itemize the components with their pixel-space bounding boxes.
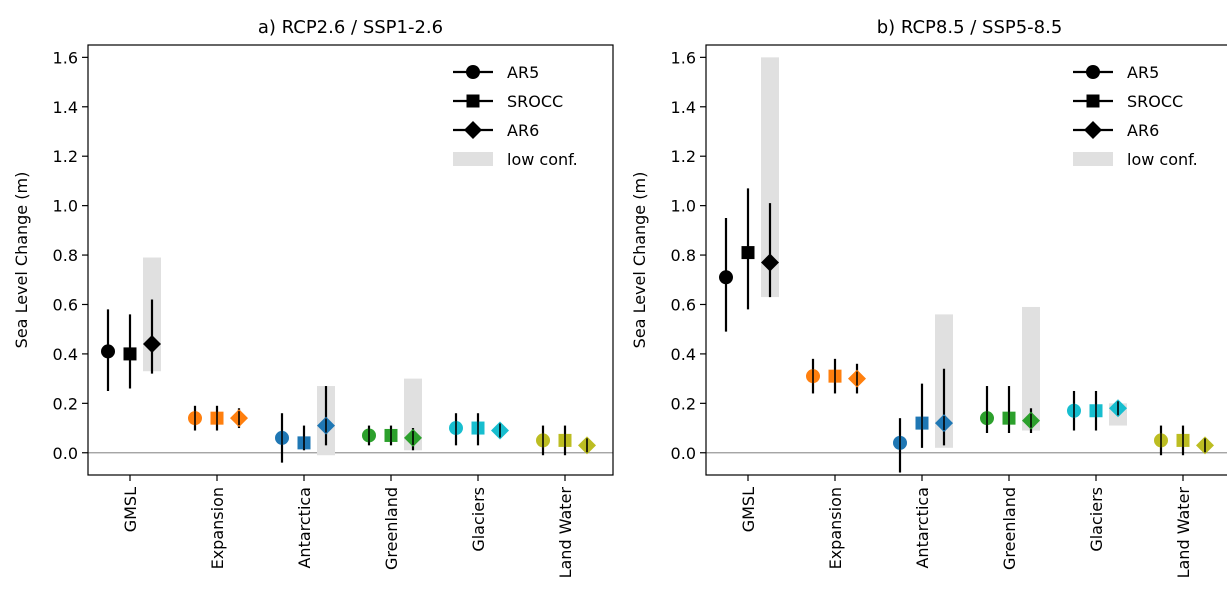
legend-label: AR5 bbox=[1127, 63, 1159, 82]
legend-label: AR5 bbox=[507, 63, 539, 82]
y-tick-label: 0.8 bbox=[53, 246, 78, 265]
plot-frame bbox=[87, 44, 614, 476]
legend-label: SROCC bbox=[1127, 92, 1183, 111]
legend-marker-diamond bbox=[1084, 121, 1102, 139]
x-tick-label-greenland: Greenland bbox=[382, 487, 401, 570]
chart-title: a) RCP2.6 / SSP1-2.6 bbox=[258, 17, 443, 38]
legend-entry-ar6: AR6 bbox=[1073, 121, 1159, 140]
y-tick-label: 1.0 bbox=[671, 197, 696, 216]
x-tick-label-antarctica: Antarctica bbox=[295, 487, 314, 569]
y-tick-label: 1.6 bbox=[53, 48, 78, 67]
legend-entry-low-conf-: low conf. bbox=[453, 150, 578, 169]
legend-marker-circle bbox=[1086, 65, 1100, 79]
legend-entry-ar5: AR5 bbox=[1073, 63, 1159, 82]
x-tick-label-expansion: Expansion bbox=[826, 487, 845, 569]
y-axis-label: Sea Level Change (m) bbox=[12, 172, 31, 349]
y-tick-label: 1.0 bbox=[53, 197, 78, 216]
y-tick-label: 1.6 bbox=[671, 48, 696, 67]
x-tick-label-glaciers: Glaciers bbox=[469, 487, 488, 552]
legend-label: AR6 bbox=[507, 121, 539, 140]
low-confidence-bar-greenland bbox=[404, 378, 422, 451]
legend-entry-srocc: SROCC bbox=[1073, 92, 1183, 111]
x-tick-label-land-water: Land Water bbox=[556, 487, 575, 579]
legend: AR5 SROCC AR6 low conf. bbox=[1073, 63, 1198, 169]
y-tick-label: 0.6 bbox=[53, 295, 78, 314]
y-tick-label: 1.2 bbox=[671, 147, 696, 166]
x-tick-label-glaciers: Glaciers bbox=[1087, 487, 1106, 552]
y-tick-label: 0.2 bbox=[671, 394, 696, 413]
x-tick-label-gmsl: GMSL bbox=[121, 487, 140, 532]
legend-label: low conf. bbox=[1127, 150, 1198, 169]
x-tick-label-greenland: Greenland bbox=[1000, 487, 1019, 570]
y-tick-label: 0.2 bbox=[53, 394, 78, 413]
y-tick-label: 1.4 bbox=[671, 98, 696, 117]
y-tick-label: 1.4 bbox=[53, 98, 78, 117]
legend-label: low conf. bbox=[507, 150, 578, 169]
low-confidence-bar-gmsl bbox=[761, 57, 779, 298]
x-tick-label-gmsl: GMSL bbox=[739, 487, 758, 532]
x-tick-label-antarctica: Antarctica bbox=[913, 487, 932, 569]
legend-patch bbox=[453, 152, 493, 166]
low-confidence-bar-greenland bbox=[1022, 306, 1040, 431]
legend-label: AR6 bbox=[1127, 121, 1159, 140]
legend-entry-low-conf-: low conf. bbox=[1073, 150, 1198, 169]
chart-panel-b: b) RCP8.5 / SSP5-8.5 Sea Level Change (m)… bbox=[630, 17, 1227, 578]
x-tick-label-expansion: Expansion bbox=[208, 487, 227, 569]
chart-title: b) RCP8.5 / SSP5-8.5 bbox=[877, 17, 1063, 38]
y-tick-label: 0.8 bbox=[671, 246, 696, 265]
legend-patch bbox=[1073, 152, 1113, 166]
y-tick-label: 0.4 bbox=[53, 345, 78, 364]
legend-entry-ar6: AR6 bbox=[453, 121, 539, 140]
x-tick-label-land-water: Land Water bbox=[1174, 487, 1193, 579]
y-tick-label: 0.4 bbox=[671, 345, 696, 364]
y-axis-label: Sea Level Change (m) bbox=[630, 172, 649, 349]
legend-marker-diamond bbox=[464, 121, 482, 139]
y-tick-label: 0.6 bbox=[671, 295, 696, 314]
y-tick-label: 0.0 bbox=[53, 444, 78, 463]
plot-frame bbox=[705, 44, 1227, 476]
legend-entry-srocc: SROCC bbox=[453, 92, 563, 111]
legend-entry-ar5: AR5 bbox=[453, 63, 539, 82]
y-tick-label: 1.2 bbox=[53, 147, 78, 166]
legend-label: SROCC bbox=[507, 92, 563, 111]
y-tick-label: 0.0 bbox=[671, 444, 696, 463]
legend-marker-square bbox=[1086, 94, 1100, 108]
chart-panel-a: a) RCP2.6 / SSP1-2.6 Sea Level Change (m)… bbox=[12, 17, 614, 579]
legend-marker-square bbox=[466, 94, 480, 108]
legend: AR5 SROCC AR6 low conf. bbox=[453, 63, 578, 169]
legend-marker-circle bbox=[466, 65, 480, 79]
